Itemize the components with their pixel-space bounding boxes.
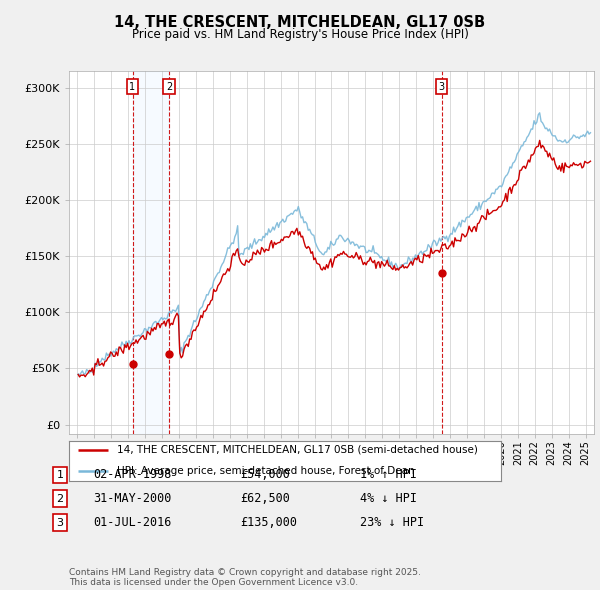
Text: 1% ↑ HPI: 1% ↑ HPI <box>360 468 417 481</box>
Text: 31-MAY-2000: 31-MAY-2000 <box>93 492 172 505</box>
Text: £135,000: £135,000 <box>240 516 297 529</box>
Text: 14, THE CRESCENT, MITCHELDEAN, GL17 0SB (semi-detached house): 14, THE CRESCENT, MITCHELDEAN, GL17 0SB … <box>116 445 478 455</box>
Text: 2: 2 <box>166 82 172 91</box>
Text: 14, THE CRESCENT, MITCHELDEAN, GL17 0SB: 14, THE CRESCENT, MITCHELDEAN, GL17 0SB <box>115 15 485 30</box>
Text: 02-APR-1998: 02-APR-1998 <box>93 468 172 481</box>
Text: 3: 3 <box>439 82 445 91</box>
Text: Contains HM Land Registry data © Crown copyright and database right 2025.
This d: Contains HM Land Registry data © Crown c… <box>69 568 421 587</box>
Text: 2: 2 <box>56 494 64 503</box>
Text: HPI: Average price, semi-detached house, Forest of Dean: HPI: Average price, semi-detached house,… <box>116 466 414 476</box>
Text: 1: 1 <box>130 82 136 91</box>
Text: 23% ↓ HPI: 23% ↓ HPI <box>360 516 424 529</box>
Text: 1: 1 <box>56 470 64 480</box>
Text: 3: 3 <box>56 518 64 527</box>
Text: Price paid vs. HM Land Registry's House Price Index (HPI): Price paid vs. HM Land Registry's House … <box>131 28 469 41</box>
Text: 4% ↓ HPI: 4% ↓ HPI <box>360 492 417 505</box>
Text: 01-JUL-2016: 01-JUL-2016 <box>93 516 172 529</box>
Text: £54,000: £54,000 <box>240 468 290 481</box>
Bar <box>133 71 169 434</box>
Text: £62,500: £62,500 <box>240 492 290 505</box>
